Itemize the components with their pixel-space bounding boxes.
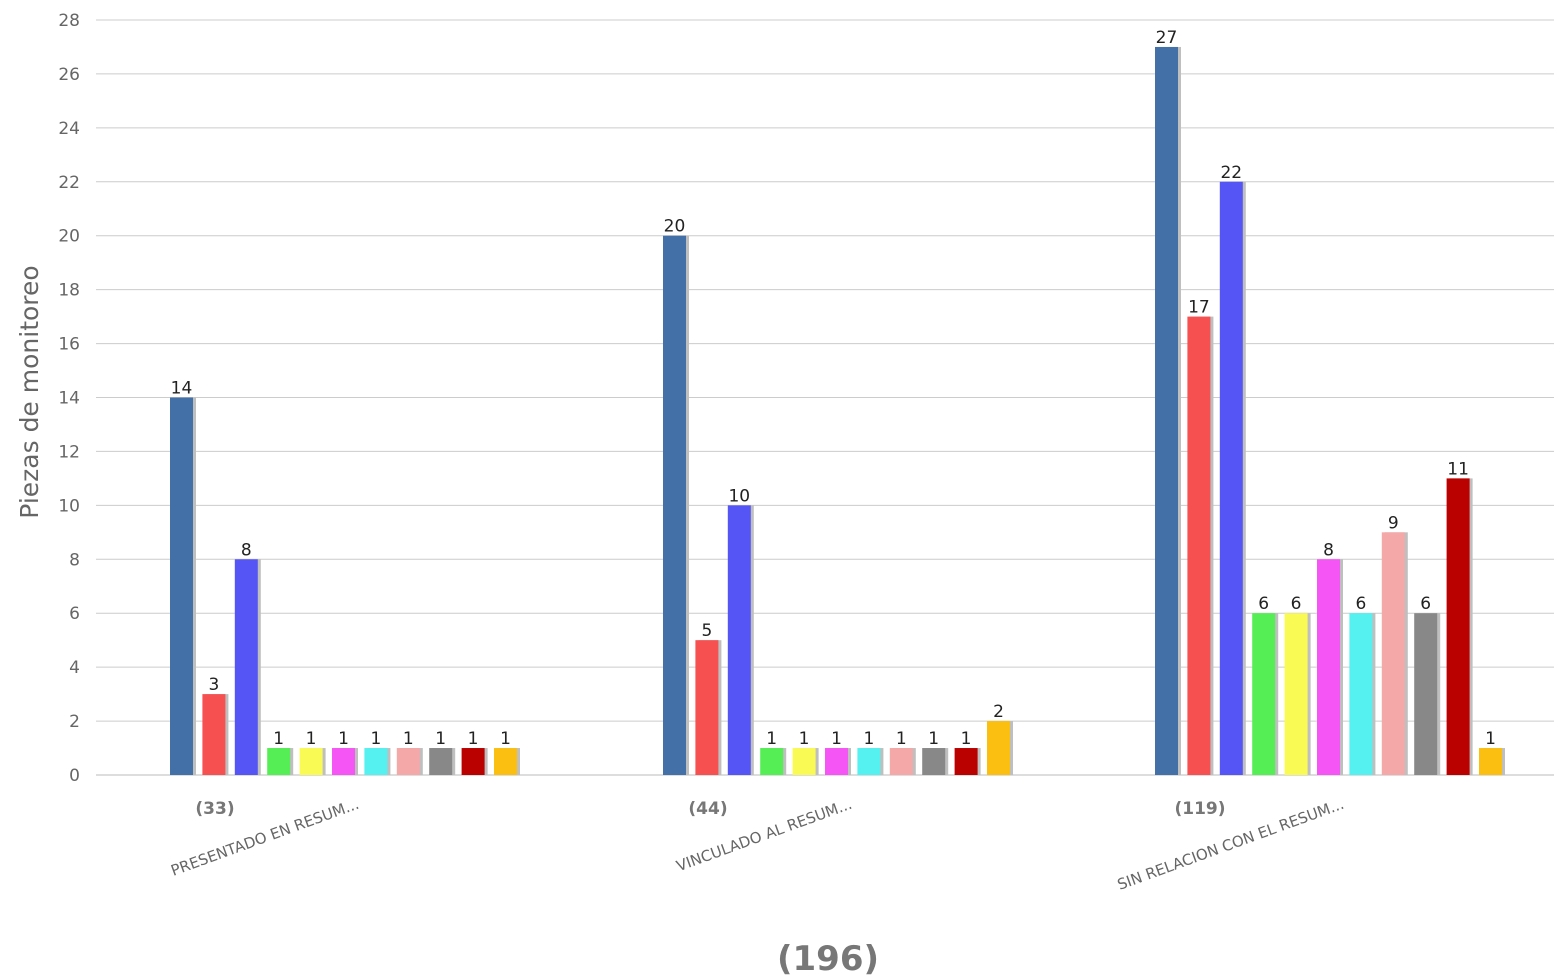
- bar-value-label: 1: [273, 729, 284, 749]
- bar: [857, 748, 881, 775]
- bar: [1317, 559, 1340, 775]
- bar-value-label: 8: [1323, 540, 1334, 560]
- y-axis-label: Piezas de monitoreo: [15, 265, 44, 518]
- bar-value-label: 17: [1188, 298, 1210, 318]
- bar-value-label: 1: [799, 729, 810, 749]
- y-tick-label: 2: [69, 712, 80, 732]
- y-tick-label: 6: [69, 604, 80, 624]
- bar-value-label: 1: [863, 729, 874, 749]
- bar-value-label: 1: [370, 729, 381, 749]
- bar: [461, 748, 485, 775]
- bar: [727, 505, 751, 775]
- category-count-label: (44): [688, 799, 727, 819]
- bar-value-label: 27: [1156, 28, 1178, 48]
- y-tick-label: 0: [69, 766, 80, 786]
- y-tick-label: 26: [58, 65, 80, 85]
- bar: [889, 748, 913, 775]
- y-tick-label: 12: [58, 442, 80, 462]
- bar: [429, 748, 453, 775]
- bar-value-label: 22: [1220, 163, 1242, 183]
- bar-value-label: 6: [1258, 594, 1269, 614]
- bar-value-label: 1: [928, 729, 939, 749]
- bar: [202, 694, 226, 775]
- bar-value-label: 14: [171, 379, 193, 399]
- bar: [695, 640, 719, 775]
- bar-value-label: 8: [241, 540, 252, 560]
- bar: [170, 397, 193, 775]
- bar-value-label: 6: [1291, 594, 1302, 614]
- bar: [1187, 316, 1211, 775]
- bar-value-label: 1: [306, 729, 317, 749]
- bar: [1284, 613, 1308, 775]
- bar-value-label: 1: [500, 729, 511, 749]
- gridlines: [96, 19, 1554, 776]
- bar: [1414, 613, 1438, 775]
- y-tick-label: 14: [58, 389, 80, 409]
- category-count-label: (119): [1174, 799, 1225, 819]
- bar-value-label: 1: [403, 729, 414, 749]
- bar: [1479, 748, 1502, 775]
- bars: [170, 46, 1505, 776]
- bar: [494, 748, 517, 775]
- bar: [1381, 532, 1405, 775]
- bar: [1252, 613, 1276, 775]
- bar: [1446, 478, 1470, 775]
- bar: [760, 748, 784, 775]
- bar: [332, 748, 355, 775]
- bar-value-label: 1: [896, 729, 907, 749]
- bar: [396, 748, 420, 775]
- bar-value-label: 1: [831, 729, 842, 749]
- y-tick-label: 18: [58, 281, 80, 301]
- x-axis-categories: (33)PRESENTADO EN RESUM... (44)VINCULADO …: [169, 795, 1347, 894]
- y-tick-label: 10: [58, 496, 80, 516]
- bar-value-label: 20: [664, 217, 686, 237]
- bar-value-label: 3: [208, 675, 219, 695]
- bar: [267, 748, 291, 775]
- y-tick-label: 16: [58, 335, 80, 355]
- bar-value-label: 1: [338, 729, 349, 749]
- bar: [792, 748, 816, 775]
- bar: [1349, 613, 1373, 775]
- bar: [825, 748, 848, 775]
- bar: [364, 748, 388, 775]
- bar: [922, 748, 946, 775]
- bar-value-label: 1: [766, 729, 777, 749]
- bar: [987, 721, 1010, 775]
- bar-value-label: 1: [961, 729, 972, 749]
- bar-value-label: 10: [728, 486, 750, 506]
- bar-value-label: 6: [1420, 594, 1431, 614]
- bar-value-label: 1: [468, 729, 479, 749]
- bar-value-label: 6: [1355, 594, 1366, 614]
- bar-value-label: 1: [1485, 729, 1496, 749]
- bar-value-label: 11: [1447, 459, 1469, 479]
- y-tick-label: 28: [58, 11, 80, 31]
- bar: [1155, 46, 1178, 775]
- bar-value-label: 5: [701, 621, 712, 641]
- bar: [663, 235, 686, 775]
- bar-value-label: 2: [993, 702, 1004, 722]
- bar: [299, 748, 323, 775]
- bar-value-label: 9: [1388, 513, 1399, 533]
- bar: [1219, 181, 1243, 776]
- bar: [954, 748, 978, 775]
- y-tick-label: 20: [58, 227, 80, 247]
- y-tick-label: 4: [69, 658, 80, 678]
- y-tick-label: 8: [69, 550, 80, 570]
- bar: [234, 559, 258, 775]
- category-count-label: (33): [195, 799, 234, 819]
- y-tick-label: 22: [58, 173, 80, 193]
- y-tick-label: 24: [58, 119, 80, 139]
- category-label: SIN RELACION CON EL RESUM...: [1115, 795, 1346, 894]
- grand-total-label: (196): [777, 939, 879, 978]
- bar-value-label: 1: [435, 729, 446, 749]
